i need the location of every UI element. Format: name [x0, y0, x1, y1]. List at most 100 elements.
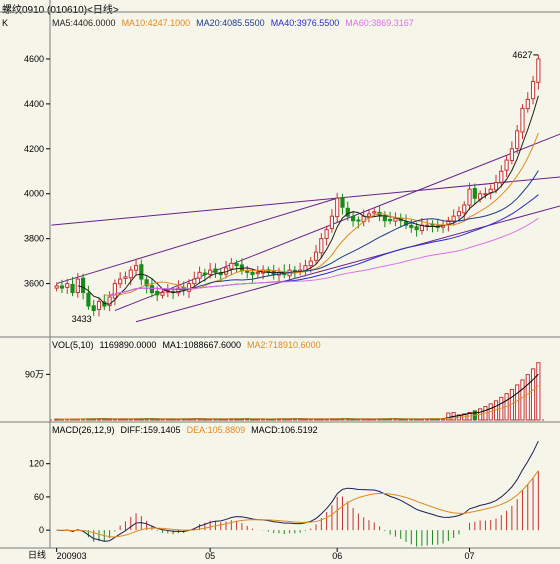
volume-bar [446, 412, 451, 421]
candle-body [335, 197, 340, 218]
candle-body [324, 229, 329, 239]
macd-legend-item: MACD:106.5192 [251, 425, 318, 435]
candle-body [176, 287, 181, 294]
candle-body [382, 215, 387, 222]
bottom-axis-label: 日线 [28, 549, 46, 560]
volume-bar [536, 362, 541, 421]
trendline [51, 176, 560, 226]
candle-body [149, 285, 155, 294]
candle-body [208, 269, 213, 275]
volume-bar [525, 374, 530, 421]
candle-body [525, 98, 530, 110]
candle-body [462, 204, 467, 214]
candle-body [86, 292, 91, 307]
candle-body [366, 213, 372, 217]
macd-tick-label: 0 [39, 525, 44, 535]
candle-body [414, 226, 419, 231]
volume-legend-item: 1169890.0000 [99, 340, 157, 350]
candle-body [186, 283, 192, 292]
macd-legend-item: DEA:105.8809 [186, 425, 246, 435]
price-panel-label: K [2, 18, 9, 28]
ma60-line [109, 217, 539, 296]
candle-body [483, 193, 488, 196]
macd-tick-label: 120 [29, 459, 44, 469]
x-tick-label: 200903 [57, 551, 87, 561]
macd-tick-label: 60 [34, 492, 44, 502]
candle-body [409, 224, 414, 228]
price-legend-item: MA10:4247.1000 [121, 18, 191, 28]
volume-bar [515, 384, 520, 421]
candle-body [313, 251, 319, 261]
candle-body [118, 278, 123, 285]
x-tick-label: 06 [332, 551, 342, 561]
candle-body [70, 283, 75, 294]
candle-body [493, 182, 499, 191]
volume-legend-item: MA1:1088667.6000 [162, 340, 242, 350]
candle-body [509, 148, 514, 161]
macd-legend-item: MACD(26,12,9) [52, 425, 115, 435]
volume-ma1-line [56, 373, 539, 420]
price-tick-label: 3600 [24, 279, 44, 289]
candle-body [350, 215, 356, 222]
candle-body [536, 58, 541, 83]
candle-body [54, 285, 59, 289]
candle-body [202, 272, 207, 276]
candle-body [372, 211, 377, 214]
candle-body [319, 238, 324, 254]
macd-legend-item: DIFF:159.1405 [120, 425, 181, 435]
volume-legend-item: VOL(5,10) [52, 340, 94, 350]
candle-body [393, 217, 398, 222]
trendline [56, 197, 338, 285]
candle-body [139, 264, 144, 280]
candle-body [530, 80, 536, 100]
volume-ma2-line [56, 385, 539, 420]
candle-body [345, 207, 350, 217]
diff-line [56, 440, 539, 542]
x-tick-label: 05 [205, 551, 215, 561]
ma20-line [109, 170, 539, 296]
volume-legend-item: MA2:718910.6000 [247, 340, 321, 350]
candle-body [515, 130, 520, 149]
macd-legend: MACD(26,12,9) DIFF:159.1405 DEA:105.8809 MA… [52, 425, 324, 435]
volume-bar [530, 368, 536, 421]
candle-body [499, 170, 504, 183]
candle-body [340, 197, 345, 208]
ma40-line [109, 194, 539, 296]
chart-title: 螺纹0910 (010610)<日线> [2, 5, 119, 16]
candle-body [472, 188, 477, 199]
candle-body [504, 159, 509, 171]
candle-body [520, 107, 525, 133]
price-legend-item: MA60:3869.3167 [345, 18, 414, 28]
candle-body [133, 265, 139, 271]
candle-body [213, 268, 218, 273]
candle-body [308, 260, 313, 267]
x-tick-label: 07 [465, 551, 475, 561]
candle-body [160, 292, 165, 296]
price-legend-item: MA20:4085.5500 [196, 18, 265, 28]
candle-body [255, 271, 260, 275]
candle-body [112, 283, 117, 299]
candle-body [96, 301, 102, 310]
candle-body [107, 296, 112, 307]
candle-body [144, 279, 149, 287]
price-tick-label: 3800 [24, 234, 44, 244]
candle-body [81, 277, 86, 294]
candle-body [59, 285, 65, 289]
candle-body [197, 271, 202, 279]
candle-body [123, 276, 128, 279]
candle-body [128, 269, 133, 279]
price-tick-label: 4200 [24, 144, 44, 154]
candle-body [229, 262, 234, 270]
candle-body [155, 290, 160, 296]
candle-body [329, 215, 334, 230]
ma5-line [77, 95, 539, 305]
price-tick-label: 4400 [24, 99, 44, 109]
candle-body [456, 211, 462, 217]
candle-body [245, 270, 250, 273]
volume-bar [520, 379, 525, 421]
candle-body [250, 271, 255, 276]
candle-body [91, 305, 96, 312]
volume-tick-label: 90万 [25, 369, 44, 379]
candle-body [239, 264, 245, 271]
